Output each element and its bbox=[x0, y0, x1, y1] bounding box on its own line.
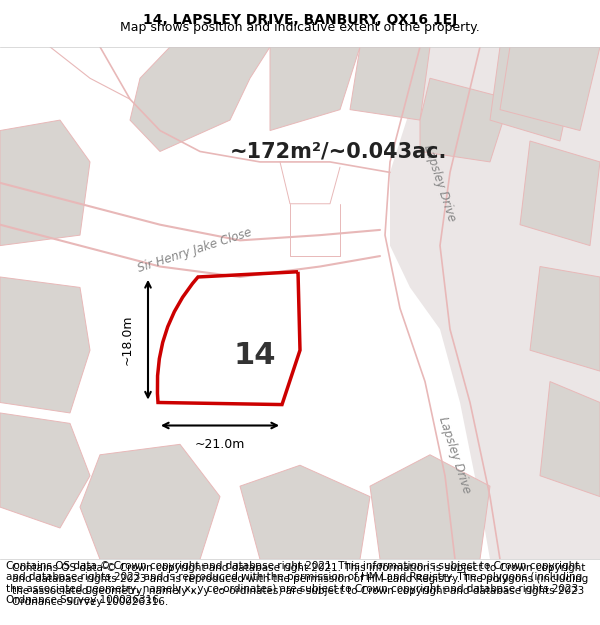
Text: 14, LAPSLEY DRIVE, BANBURY, OX16 1EJ: 14, LAPSLEY DRIVE, BANBURY, OX16 1EJ bbox=[143, 13, 457, 27]
Polygon shape bbox=[490, 47, 580, 141]
Text: Sir Henry Jake Close: Sir Henry Jake Close bbox=[136, 226, 254, 276]
Polygon shape bbox=[0, 277, 90, 413]
Polygon shape bbox=[390, 47, 600, 559]
Text: ~18.0m: ~18.0m bbox=[121, 314, 134, 365]
Polygon shape bbox=[520, 141, 600, 246]
Text: Lapsley Drive: Lapsley Drive bbox=[421, 142, 458, 223]
Text: ~172m²/~0.043ac.: ~172m²/~0.043ac. bbox=[230, 141, 448, 161]
Polygon shape bbox=[500, 47, 600, 131]
Text: Contains OS data © Crown copyright and database right 2021. This information is : Contains OS data © Crown copyright and d… bbox=[6, 561, 582, 606]
Polygon shape bbox=[240, 465, 370, 559]
Polygon shape bbox=[540, 382, 600, 497]
Polygon shape bbox=[350, 47, 430, 120]
Text: Contains OS data © Crown copyright and database right 2021. This information is : Contains OS data © Crown copyright and d… bbox=[12, 562, 588, 608]
Polygon shape bbox=[80, 444, 220, 559]
Polygon shape bbox=[0, 413, 90, 528]
Polygon shape bbox=[370, 455, 490, 559]
Text: 14: 14 bbox=[234, 341, 276, 370]
Polygon shape bbox=[130, 47, 270, 151]
Polygon shape bbox=[270, 47, 360, 131]
Text: Map shows position and indicative extent of the property.: Map shows position and indicative extent… bbox=[120, 21, 480, 34]
Text: ~21.0m: ~21.0m bbox=[195, 438, 245, 451]
Polygon shape bbox=[530, 266, 600, 371]
Polygon shape bbox=[420, 78, 510, 162]
Text: Lapsley Drive: Lapsley Drive bbox=[436, 415, 473, 495]
Polygon shape bbox=[0, 120, 90, 246]
